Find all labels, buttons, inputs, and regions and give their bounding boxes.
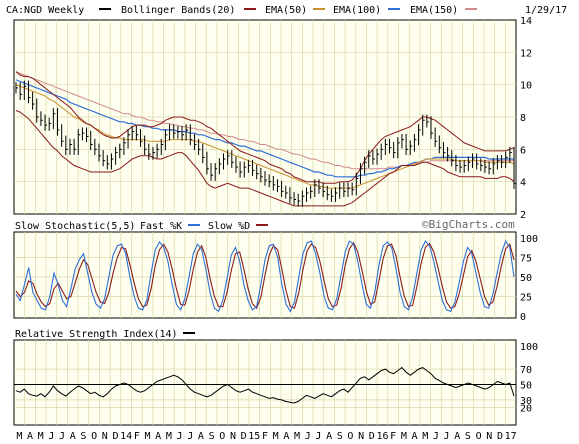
price-panel: 2 4 6 8 10 12 14 — [13, 16, 532, 221]
x-axis-label: 14 — [120, 431, 132, 442]
x-axis-label: O — [91, 431, 97, 442]
x-axis-label: A — [412, 431, 418, 442]
x-axis-label: 17 — [505, 431, 517, 442]
stoch-ytick-label: 100 — [520, 234, 538, 245]
x-axis-label: M — [144, 431, 150, 442]
chart-symbol: CA:NGD Weekly — [6, 5, 84, 16]
bollinger-lower-line — [15, 110, 515, 207]
stoch-background — [13, 231, 517, 319]
x-axis-label: A — [283, 431, 289, 442]
x-axis-label: D — [369, 431, 375, 442]
price-ytick-label: 10 — [520, 81, 532, 92]
x-axis-label: J — [305, 431, 311, 442]
chart-date: 1/29/17 — [525, 5, 567, 16]
x-axis-label: F — [390, 431, 396, 442]
x-axis-label: O — [347, 431, 353, 442]
x-axis-label: N — [102, 431, 108, 442]
x-axis-label: M — [401, 431, 407, 442]
x-axis-label: M — [16, 431, 22, 442]
x-axis-label: O — [476, 431, 482, 442]
watermark: ©BigCharts.com — [422, 218, 515, 231]
rsi-ytick-label: 100 — [520, 342, 538, 353]
x-axis-label: 15 — [248, 431, 260, 442]
x-axis-label: M — [422, 431, 428, 442]
x-axis-label: F — [262, 431, 268, 442]
price-ytick-label: 14 — [520, 16, 532, 27]
x-axis-label: J — [59, 431, 65, 442]
stoch-fast-k-line — [15, 239, 515, 313]
x-axis-label: J — [187, 431, 193, 442]
x-axis-label: D — [497, 431, 503, 442]
x-axis-label: A — [27, 431, 33, 442]
x-axis-label: S — [337, 431, 343, 442]
stoch-ytick-label: 0 — [520, 312, 526, 323]
x-axis-label: J — [48, 431, 54, 442]
x-axis-label: A — [198, 431, 204, 442]
stoch-title: Slow Stochastic(5,5) — [15, 221, 135, 232]
price-ytick-label: 12 — [520, 48, 532, 59]
rsi-line — [15, 366, 515, 404]
x-axis-label: J — [433, 431, 439, 442]
x-axis-label: M — [273, 431, 279, 442]
legend-bollinger: Bollinger Bands(20) — [121, 5, 235, 16]
price-ytick-label: 4 — [520, 178, 526, 189]
x-axis-label: A — [326, 431, 332, 442]
x-axis-label: A — [70, 431, 76, 442]
rsi-background — [13, 339, 517, 426]
stoch-slow-d-line — [15, 241, 515, 310]
stoch-legend-k: Fast %K — [140, 221, 182, 232]
legend-ema100: EMA(100) — [333, 5, 381, 16]
x-axis-label: 16 — [376, 431, 388, 442]
x-axis-label: D — [112, 431, 118, 442]
stoch-legend-d: Slow %D — [208, 221, 250, 232]
rsi-title: Relative Strength Index(14) — [15, 329, 178, 340]
x-axis-label: D — [241, 431, 247, 442]
x-axis-label: S — [80, 431, 86, 442]
rsi-ytick-label: 20 — [520, 404, 532, 415]
x-axis-label: O — [219, 431, 225, 442]
x-axis-label: J — [177, 431, 183, 442]
x-axis-label: A — [454, 431, 460, 442]
ema150-line — [15, 71, 514, 170]
x-axis-label: N — [486, 431, 492, 442]
price-ytick-label: 6 — [520, 145, 526, 156]
x-axis-label: S — [209, 431, 215, 442]
stoch-ytick-label: 75 — [520, 254, 532, 265]
x-axis-label: S — [465, 431, 471, 442]
x-axis-label: J — [444, 431, 450, 442]
rsi-ytick-label: 50 — [520, 381, 532, 392]
x-axis: M A M J J A S O N D 14 F M A M J J A S O N D 15 F M A M J J A S O N D 16 F M… — [16, 431, 516, 442]
price-ytick-label: 8 — [520, 113, 526, 124]
x-axis-label: A — [155, 431, 161, 442]
x-axis-label: N — [358, 431, 364, 442]
stochastic-panel: 0 25 50 75 100 — [13, 231, 538, 323]
x-axis-label: M — [38, 431, 44, 442]
legend-ema150: EMA(150) — [410, 5, 458, 16]
stoch-ytick-label: 50 — [520, 273, 532, 284]
price-ytick-label: 2 — [520, 210, 526, 221]
x-axis-label: M — [294, 431, 300, 442]
rsi-ytick-label: 30 — [520, 396, 532, 407]
rsi-ytick-label: 70 — [520, 365, 532, 376]
legend-ema50: EMA(50) — [265, 5, 307, 16]
stoch-ytick-label: 25 — [520, 293, 532, 304]
x-axis-label: M — [166, 431, 172, 442]
x-axis-label: N — [230, 431, 236, 442]
ema50-line — [15, 84, 515, 189]
x-axis-label: F — [134, 431, 140, 442]
x-axis-label: J — [315, 431, 321, 442]
